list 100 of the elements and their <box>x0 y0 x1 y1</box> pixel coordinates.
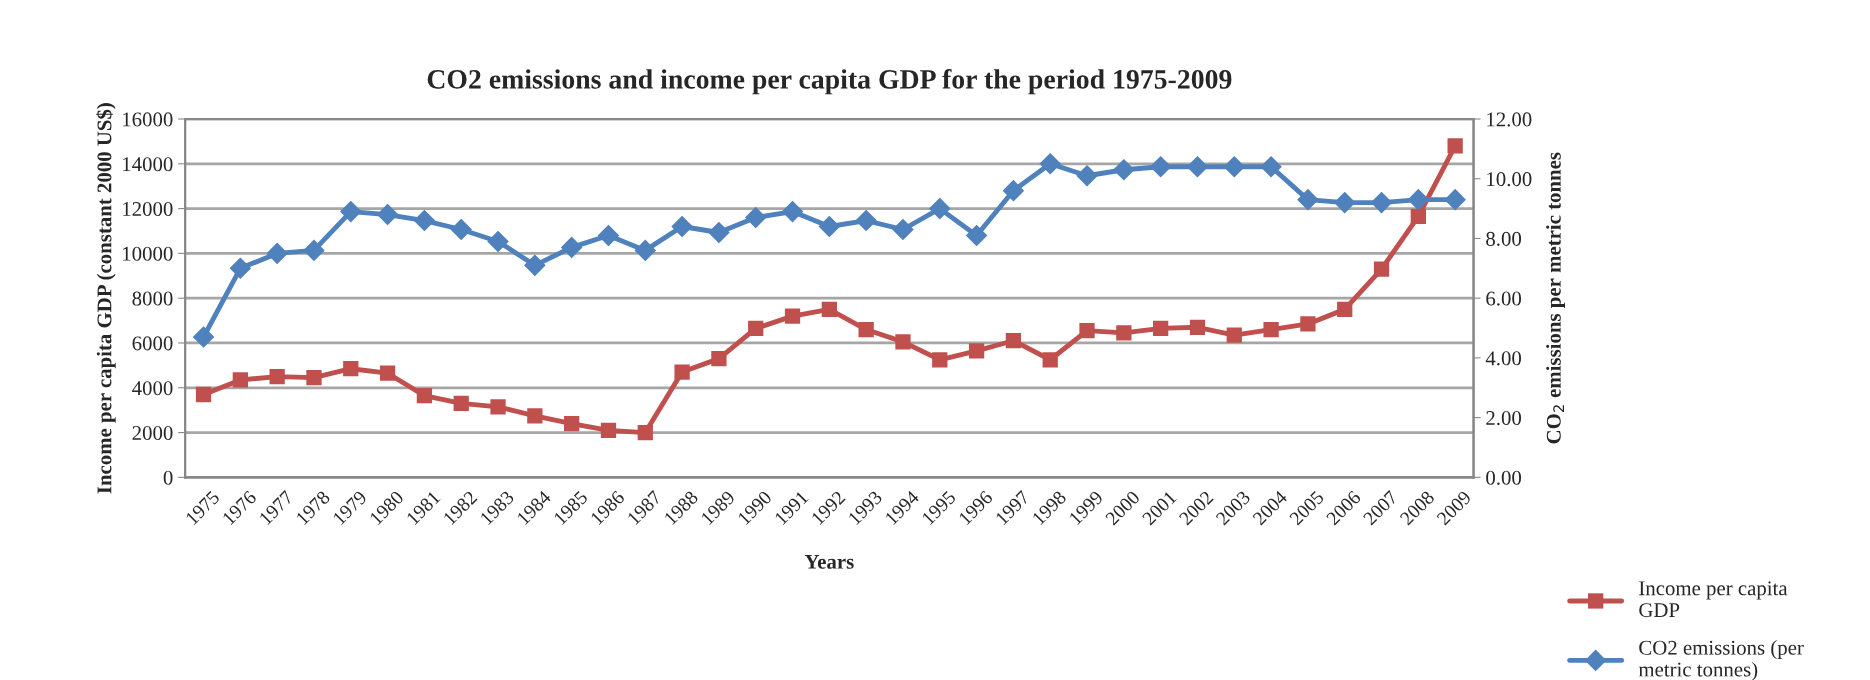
y2-tick-label: 8.00 <box>1486 231 1522 246</box>
point <box>1116 325 1132 341</box>
point <box>744 206 767 229</box>
point <box>892 218 914 241</box>
y-tick-label: 16000 <box>123 112 173 127</box>
point <box>490 399 506 415</box>
point <box>232 372 248 388</box>
point <box>269 368 285 385</box>
point <box>1153 320 1169 337</box>
point <box>1297 188 1319 211</box>
point <box>1333 191 1356 214</box>
point <box>527 408 543 424</box>
y2-tick-label: 2.00 <box>1486 411 1522 426</box>
x-tick-label: 1979 <box>332 490 368 526</box>
y-tick-label: 4000 <box>132 381 173 396</box>
point <box>634 239 657 262</box>
point <box>748 320 764 337</box>
x-tick-label: 1989 <box>700 490 736 526</box>
point <box>1149 155 1172 178</box>
point <box>600 422 617 438</box>
point <box>1189 319 1206 335</box>
point <box>968 343 985 359</box>
point <box>339 200 362 223</box>
point <box>1005 333 1022 349</box>
y2-tick-label: 4.00 <box>1485 351 1522 366</box>
point <box>450 218 473 241</box>
point <box>1002 179 1025 202</box>
point <box>965 224 988 247</box>
point <box>895 334 911 350</box>
point <box>821 301 837 318</box>
x-tick-label: 1991 <box>774 490 809 526</box>
point <box>637 424 653 441</box>
y-tick-label: 0 <box>163 470 173 485</box>
legend-label: CO2 emissions (per metric tonnes) <box>1638 640 1804 680</box>
point <box>343 361 359 377</box>
point <box>1410 208 1426 225</box>
point <box>524 254 546 277</box>
x-tick-label: 1982 <box>442 490 478 526</box>
point <box>674 364 690 380</box>
y2-axis-title: CO$_{2}$ emissions per metric tonnes <box>1546 152 1566 444</box>
point <box>1300 316 1316 332</box>
point <box>711 351 727 367</box>
point <box>376 203 399 226</box>
x-tick-label: 1980 <box>369 490 405 526</box>
y-tick-label: 6000 <box>132 336 173 351</box>
point <box>487 230 509 253</box>
y-tick-label: 10000 <box>123 246 173 261</box>
point <box>1447 138 1463 154</box>
y-axis-title: Income per capita GDP (constant 2000 US$) <box>96 103 116 494</box>
point <box>1076 164 1098 187</box>
point <box>379 365 396 381</box>
point <box>416 387 433 404</box>
point <box>1263 321 1279 338</box>
point <box>1337 301 1353 318</box>
point <box>1260 155 1282 178</box>
point <box>928 197 951 220</box>
point <box>266 242 288 265</box>
point <box>708 221 730 244</box>
point <box>306 370 322 386</box>
point <box>1079 323 1095 339</box>
chart-title: CO2 emissions and income per capita GDP for the period 1975-2009 <box>427 68 1232 95</box>
x-tick-label: 1981 <box>406 490 441 526</box>
point <box>413 209 436 232</box>
point <box>564 415 580 432</box>
x-tick-label: 1999 <box>1068 490 1104 526</box>
point <box>1226 327 1242 343</box>
y-tick-label: 14000 <box>123 157 173 172</box>
point <box>1039 152 1062 175</box>
point <box>1370 191 1393 214</box>
point <box>1407 188 1430 211</box>
point <box>1444 188 1466 211</box>
legend-label: Income per capita GDP <box>1639 581 1788 618</box>
point <box>1186 155 1209 178</box>
x-tick-label: 1992 <box>811 490 846 526</box>
point <box>855 209 877 232</box>
x-tick-label: 1990 <box>737 490 773 526</box>
y2-tick-label: 0.00 <box>1486 470 1522 485</box>
point <box>560 236 583 259</box>
y-tick-label: 12000 <box>123 201 173 217</box>
point <box>453 395 469 412</box>
y2-tick-label: 12.00 <box>1487 112 1532 127</box>
x-axis-title: Years <box>804 554 854 569</box>
point <box>818 215 841 238</box>
point <box>1042 352 1058 368</box>
point <box>932 352 948 368</box>
point <box>229 257 252 280</box>
y2-tick-label: 10.00 <box>1487 172 1532 187</box>
point <box>192 326 215 348</box>
point <box>303 239 325 262</box>
y-tick-label: 2000 <box>132 425 173 440</box>
y-tick-label: 8000 <box>132 291 173 306</box>
point <box>597 224 620 247</box>
point <box>784 308 801 324</box>
x-tick-label: 2000 <box>1104 490 1141 526</box>
point <box>671 215 693 238</box>
point <box>1223 155 1246 178</box>
point <box>858 321 874 338</box>
point <box>1373 261 1390 277</box>
y2-tick-label: 6.00 <box>1486 291 1522 306</box>
point <box>781 200 804 223</box>
